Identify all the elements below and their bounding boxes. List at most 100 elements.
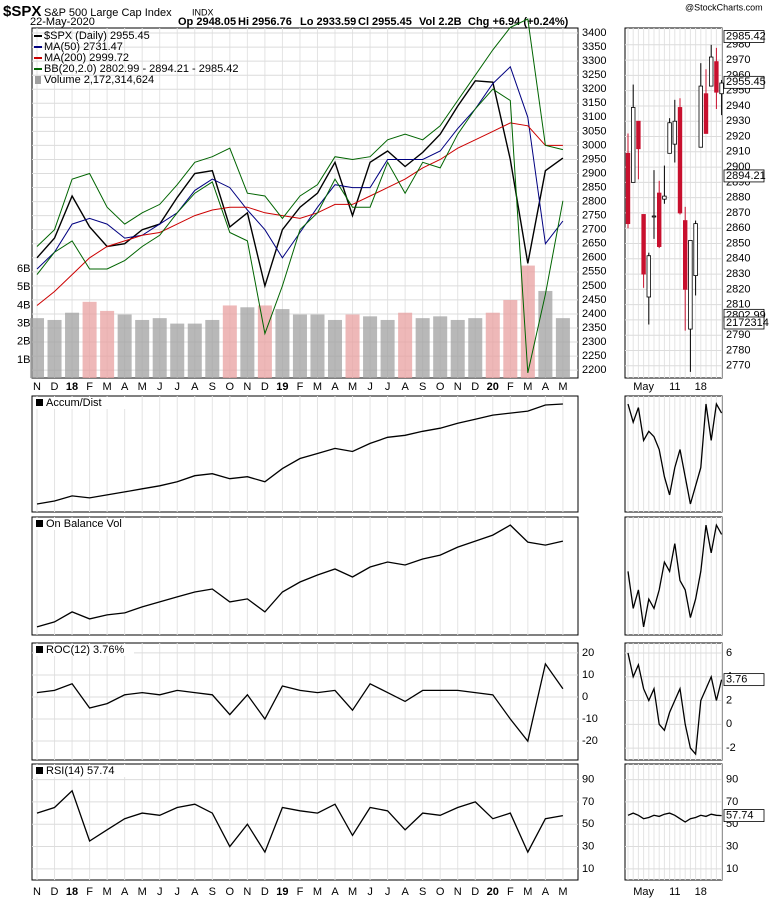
x-tick-label: 20 bbox=[487, 886, 499, 898]
panel-frame bbox=[31, 516, 579, 636]
value-tag-box bbox=[723, 30, 765, 43]
quote: Lo 2933.59 bbox=[300, 16, 356, 28]
panel-label-icon bbox=[36, 646, 43, 653]
x-tick-label: M bbox=[558, 381, 567, 393]
y-tick-label: 50 bbox=[582, 818, 594, 830]
candle-body bbox=[683, 220, 688, 290]
x-tick-label: 11 bbox=[669, 381, 680, 393]
y-tick-label: 2800 bbox=[582, 196, 606, 208]
x-tick-label: A bbox=[191, 381, 199, 393]
y-tick-label: 3300 bbox=[582, 55, 606, 67]
x-tick-label: M bbox=[523, 381, 532, 393]
x-tick-label: S bbox=[419, 886, 426, 898]
volume-bar bbox=[345, 314, 360, 378]
candle-body bbox=[651, 215, 657, 218]
panel-label-bg bbox=[34, 644, 134, 656]
x-tick-label: J bbox=[174, 886, 180, 898]
x-tick-label: F bbox=[507, 886, 514, 898]
x-tick-label: D bbox=[261, 886, 269, 898]
x-tick-label: F bbox=[86, 886, 93, 898]
x-tick-label: A bbox=[121, 886, 129, 898]
x-tick-label: 18 bbox=[695, 381, 707, 393]
x-tick-label: S bbox=[419, 381, 426, 393]
quote: Chg +6.94 (+0.24%) bbox=[468, 16, 569, 28]
x-tick-label: May bbox=[633, 381, 654, 393]
y-tick-label: 2 bbox=[726, 694, 732, 706]
volume-bar bbox=[257, 305, 272, 378]
panel-frame bbox=[624, 763, 723, 881]
y-tick-label: 90 bbox=[726, 774, 738, 786]
x-tick-label: J bbox=[367, 886, 373, 898]
volume-bar bbox=[222, 305, 237, 378]
exchange: INDX bbox=[192, 7, 214, 17]
legend-entry: BB(20,2.0) 2802.99 - 2894.21 - 2985.42 bbox=[44, 63, 238, 75]
x-tick-label: N bbox=[243, 381, 251, 393]
candle-body bbox=[625, 152, 631, 225]
x-tick-label: O bbox=[436, 886, 445, 898]
y-tick-label: 2880 bbox=[726, 192, 750, 204]
y-tick-label: 2920 bbox=[726, 130, 750, 142]
x-tick-label: O bbox=[226, 886, 235, 898]
y-tick-label: 2850 bbox=[726, 237, 750, 249]
y2-tick-label: 2B bbox=[17, 336, 30, 348]
legend-entry: Volume 2,172,314,624 bbox=[44, 74, 154, 86]
x-tick-label: J bbox=[385, 381, 391, 393]
volume-bar bbox=[47, 319, 62, 378]
y-tick-label: 2500 bbox=[582, 280, 606, 292]
y-tick-label: 20 bbox=[582, 647, 594, 659]
x-tick-label: N bbox=[243, 886, 251, 898]
x-tick-label: M bbox=[523, 886, 532, 898]
candle-body bbox=[657, 192, 662, 247]
price-line bbox=[36, 88, 564, 374]
y-tick-label: 3100 bbox=[582, 111, 606, 123]
volume-bar bbox=[205, 319, 220, 378]
panel-frame bbox=[31, 642, 579, 761]
indicator-line bbox=[627, 812, 722, 823]
indicator-line bbox=[627, 402, 723, 505]
panel-frame bbox=[31, 395, 579, 513]
volume-bar bbox=[310, 314, 325, 378]
y-tick-label: 3050 bbox=[582, 125, 606, 137]
candle-body bbox=[703, 93, 709, 134]
x-tick-label: S bbox=[209, 886, 216, 898]
candle-body bbox=[698, 85, 703, 148]
indicator-line bbox=[36, 524, 564, 628]
y2-tick-label: 4B bbox=[17, 299, 30, 311]
x-tick-label: S bbox=[209, 381, 216, 393]
y-tick-label: 2200 bbox=[582, 364, 606, 376]
panel-frame bbox=[624, 642, 723, 761]
volume-bar bbox=[433, 316, 448, 378]
y-tick-label: 70 bbox=[582, 796, 594, 808]
volume-bar bbox=[538, 290, 553, 378]
y-tick-label: 2940 bbox=[726, 100, 750, 112]
y-tick-label: 2900 bbox=[582, 167, 606, 179]
x-tick-label: 11 bbox=[669, 886, 680, 898]
value-tag-box bbox=[723, 316, 765, 330]
candle-body bbox=[709, 56, 714, 87]
y-tick-label: 6 bbox=[726, 647, 732, 659]
x-tick-label: J bbox=[367, 381, 373, 393]
x-tick-label: O bbox=[226, 381, 235, 393]
candle-body bbox=[646, 255, 651, 298]
x-tick-label: A bbox=[121, 381, 129, 393]
quote: Cl 2955.45 bbox=[358, 16, 412, 28]
y-tick-label: 2650 bbox=[582, 238, 606, 250]
y-tick-label: 3400 bbox=[582, 27, 606, 39]
date: 22-May-2020 bbox=[30, 16, 95, 28]
y-tick-label: 2550 bbox=[582, 266, 606, 278]
x-tick-label: M bbox=[313, 886, 322, 898]
y-tick-label: 10 bbox=[582, 669, 594, 681]
candle-body bbox=[636, 120, 641, 150]
legend-entry: $SPX (Daily) 2955.45 bbox=[44, 30, 150, 42]
quote: Vol 2.2B bbox=[419, 16, 462, 28]
price-line bbox=[36, 80, 564, 289]
y-tick-label: -2 bbox=[726, 742, 736, 754]
y-tick-label: -20 bbox=[582, 735, 598, 747]
y-tick-label: 2830 bbox=[726, 268, 750, 280]
x-tick-label: A bbox=[191, 886, 199, 898]
candle-body bbox=[631, 107, 636, 183]
panel-label: RSI(14) 57.74 bbox=[46, 765, 114, 777]
x-tick-label: A bbox=[401, 381, 409, 393]
x-tick-label: D bbox=[51, 381, 59, 393]
